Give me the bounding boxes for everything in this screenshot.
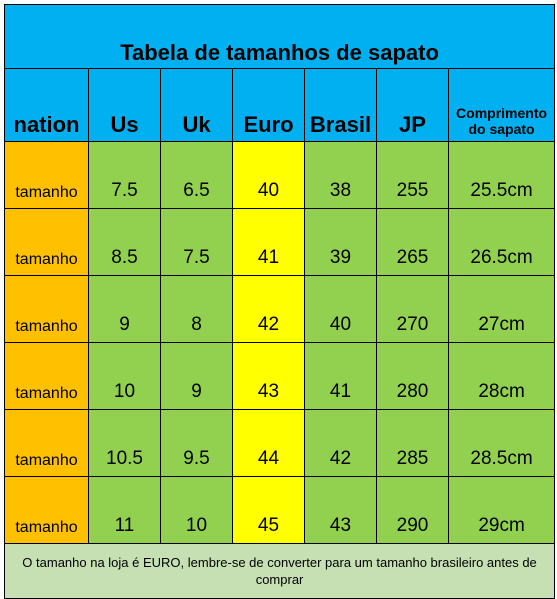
row-label: tamanho (4, 409, 89, 477)
cell-brasil: 39 (304, 208, 377, 276)
cell-uk: 6.5 (160, 141, 233, 209)
cell-brasil: 41 (304, 342, 377, 410)
cell-us: 10.5 (88, 409, 161, 477)
header-us: Us (88, 68, 161, 142)
row-label: tamanho (4, 342, 89, 410)
row-label: tamanho (4, 275, 89, 343)
cell-us: 11 (88, 476, 161, 544)
cell-brasil: 40 (304, 275, 377, 343)
cell-uk: 9.5 (160, 409, 233, 477)
cell-brasil: 42 (304, 409, 377, 477)
table-title: Tabela de tamanhos de sapato (3, 4, 556, 69)
header-jp: JP (376, 68, 449, 142)
cell-euro: 40 (232, 141, 305, 209)
cell-uk: 9 (160, 342, 233, 410)
cell-uk: 7.5 (160, 208, 233, 276)
cell-jp: 285 (376, 409, 449, 477)
cell-length: 26.5cm (447, 208, 556, 276)
cell-jp: 280 (376, 342, 449, 410)
cell-euro: 44 (232, 409, 305, 477)
cell-length: 29cm (447, 476, 556, 544)
cell-us: 9 (88, 275, 161, 343)
cell-brasil: 43 (304, 476, 377, 544)
row-label: tamanho (4, 208, 89, 276)
cell-brasil: 38 (304, 141, 377, 209)
cell-jp: 290 (376, 476, 449, 544)
table-row: tamanho 7.5 6.5 40 38 255 25.5cm (4, 141, 556, 209)
cell-euro: 42 (232, 275, 305, 343)
cell-jp: 270 (376, 275, 449, 343)
size-rows: tamanho 7.5 6.5 40 38 255 25.5cm tamanho 8.5 7.5 4… (4, 141, 556, 544)
header-nation: nation (4, 68, 89, 142)
table-row: tamanho 8.5 7.5 41 39 265 26.5cm (4, 208, 556, 276)
cell-us: 8.5 (88, 208, 161, 276)
cell-euro: 43 (232, 342, 305, 410)
row-label: tamanho (4, 476, 89, 544)
header-uk: Uk (160, 68, 233, 142)
table-row: tamanho 9 8 42 40 270 27cm (4, 275, 556, 343)
header-euro: Euro (232, 68, 305, 142)
header-brasil: Brasil (304, 68, 377, 142)
size-chart-table: Tabela de tamanhos de sapato nation Us U… (3, 4, 556, 599)
cell-us: 7.5 (88, 141, 161, 209)
cell-length: 28.5cm (447, 409, 556, 477)
table-row: tamanho 10.5 9.5 44 42 285 28.5cm (4, 409, 556, 477)
table-row: tamanho 10 9 43 41 280 28cm (4, 342, 556, 410)
cell-length: 27cm (447, 275, 556, 343)
cell-uk: 10 (160, 476, 233, 544)
footer-note: O tamanho na loja é EURO, lembre-se de c… (3, 543, 556, 599)
cell-length: 28cm (447, 342, 556, 410)
cell-jp: 255 (376, 141, 449, 209)
cell-euro: 41 (232, 208, 305, 276)
table-row: tamanho 11 10 45 43 290 29cm (4, 476, 556, 544)
row-label: tamanho (4, 141, 89, 209)
header-length: Comprimento do sapato (447, 68, 556, 142)
cell-us: 10 (88, 342, 161, 410)
cell-length: 25.5cm (447, 141, 556, 209)
cell-euro: 45 (232, 476, 305, 544)
cell-uk: 8 (160, 275, 233, 343)
cell-jp: 265 (376, 208, 449, 276)
